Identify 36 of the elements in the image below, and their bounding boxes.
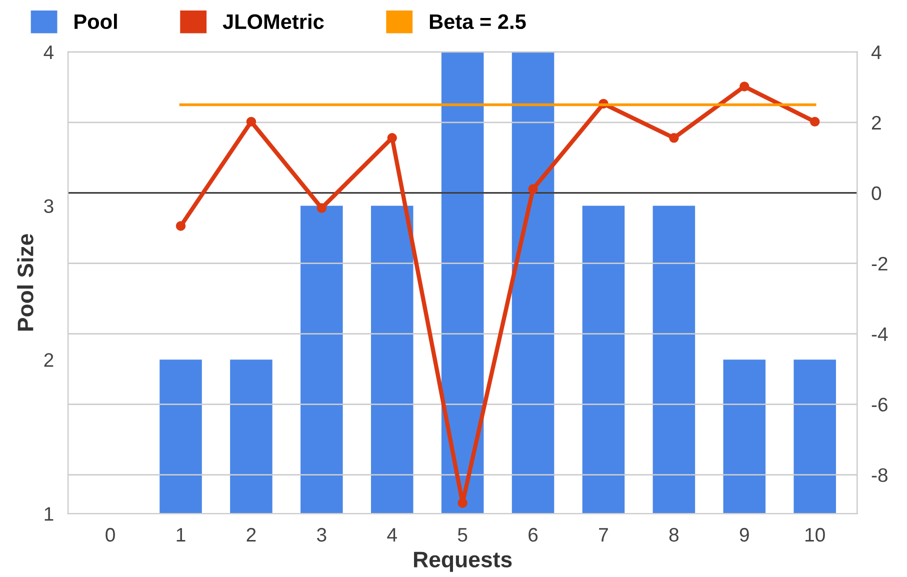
point xyxy=(528,184,538,194)
x-tick-label: 10 xyxy=(806,528,825,542)
point xyxy=(458,498,468,508)
y2-tick-label: -2 xyxy=(872,256,888,270)
y2-tick-label: -8 xyxy=(872,468,888,482)
legend-label: Beta = 2.5 xyxy=(430,14,526,30)
point xyxy=(740,82,750,92)
y2-tick-label: 2 xyxy=(872,116,881,130)
point xyxy=(246,116,256,127)
x-tick-label: 5 xyxy=(458,528,468,542)
y2-tick-label: -6 xyxy=(872,398,888,412)
y2-tick-label: -4 xyxy=(872,327,888,341)
x-tick-label: 7 xyxy=(599,528,608,542)
y-tick-label: 2 xyxy=(44,353,54,367)
y-axis-title: Pool Size xyxy=(17,234,34,331)
point xyxy=(669,133,679,143)
x-tick-label: 0 xyxy=(106,528,115,542)
x-tick-label: 1 xyxy=(176,528,186,542)
y2-tick-label: 0 xyxy=(872,186,882,200)
x-tick-label: 4 xyxy=(387,528,397,542)
x-tick-label: 6 xyxy=(528,528,538,542)
point xyxy=(176,221,186,231)
legend-label: Pool xyxy=(74,14,117,30)
x-tick-label: 9 xyxy=(740,528,749,542)
legend-label: JLOMetric xyxy=(222,14,324,30)
y-tick-label: 4 xyxy=(44,46,54,59)
x-tick-label: 2 xyxy=(246,528,256,542)
x-tick-label: 8 xyxy=(669,528,678,542)
point xyxy=(387,133,397,143)
y-tick-label: 3 xyxy=(44,199,54,214)
y2-tick-label: 4 xyxy=(871,46,882,59)
y-tick-label: 1 xyxy=(44,507,54,521)
point xyxy=(316,203,327,213)
x-axis-title: Requests xyxy=(414,552,512,572)
point xyxy=(810,116,820,127)
x-tick-label: 3 xyxy=(316,528,326,542)
